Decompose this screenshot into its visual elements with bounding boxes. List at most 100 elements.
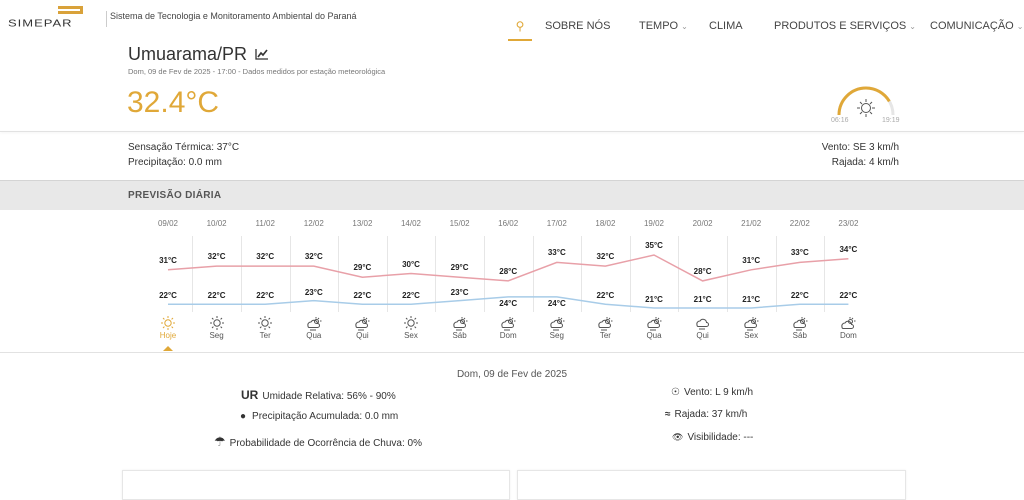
nav-clima[interactable]: CLIMA — [709, 20, 743, 32]
max-temp-label: 33°C — [790, 248, 809, 258]
min-temp-label: 22°C — [159, 291, 177, 301]
max-temp-label: 34°C — [839, 244, 858, 254]
sun-cloud-rain-icon — [305, 314, 323, 337]
max-temp-label: 32°C — [207, 252, 226, 262]
forecast-title: PREVISÃO DIÁRIA — [128, 190, 222, 201]
nav-sobre-nos[interactable]: SOBRE NÓS — [545, 20, 610, 32]
search-icon[interactable]: ⚲ — [508, 12, 532, 41]
card-left — [122, 470, 510, 500]
min-temp-label: 22°C — [596, 291, 615, 301]
min-temp-label: 24°C — [499, 298, 518, 308]
sun-cloud-rain-icon — [499, 314, 517, 337]
min-temp-label: 22°C — [402, 291, 420, 301]
column-divider — [338, 236, 340, 312]
date-label: 09/02 — [157, 219, 179, 228]
feels-like: Sensação Térmica: 37°C — [128, 142, 240, 153]
max-temp-label: 29°C — [353, 263, 372, 273]
date-label: 20/02 — [692, 219, 713, 228]
min-temp-label: 21°C — [742, 295, 761, 304]
sun-cloud-icon — [839, 314, 857, 337]
nav-label: SOBRE NÓS — [545, 20, 611, 32]
date-label: 19/02 — [643, 219, 665, 228]
day-label: Sáb — [792, 331, 807, 340]
sun-cloud-rain-icon — [451, 314, 469, 337]
city-title: Umuarama/PR — [128, 44, 269, 65]
column-divider — [581, 236, 583, 312]
sun-cloud-rain-icon — [353, 314, 371, 337]
forecast-section-bar — [0, 180, 1024, 210]
gust-row: ≈ Rajada: 37 km/h — [665, 409, 747, 420]
gust: Rajada: 4 km/h — [831, 157, 899, 168]
nav-produtos-servicos[interactable]: PRODUTOS E SERVIÇOS ⌄ — [774, 20, 916, 32]
sunset-time: 19:19 — [882, 117, 900, 124]
precipitation: Precipitação: 0.0 mm — [128, 157, 222, 168]
date-label: 11/02 — [255, 219, 275, 228]
day-label: Seg — [209, 331, 224, 340]
max-temp-label: 35°C — [645, 241, 663, 250]
ur-label: UR — [241, 388, 259, 402]
card-right — [517, 470, 906, 500]
max-temp-label: 28°C — [499, 266, 518, 276]
precip-row: ● Precipitação Acumulada: 0.0 mm — [240, 411, 398, 422]
wind-detail: Vento: L 9 km/h — [683, 387, 754, 398]
nav-comunicacao[interactable]: COMUNICAÇÃO ⌄ — [930, 20, 1023, 32]
logo-tagline: Sistema de Tecnologia e Monitoramento Am… — [106, 11, 357, 27]
column-divider — [435, 236, 437, 312]
max-temp-label: 32°C — [596, 252, 615, 262]
sun-icon — [159, 314, 177, 337]
cloud-rain-icon — [694, 314, 712, 337]
max-temp-label: 31°C — [742, 255, 761, 265]
current-temperature: 32.4°C — [127, 86, 220, 119]
wind-direction-icon: ☉ — [671, 387, 680, 398]
sun-icon — [256, 314, 274, 337]
visibility-row: 👁 Visibilidade: --- — [672, 432, 753, 443]
date-label: 15/02 — [449, 219, 470, 228]
max-temp-label: 32°C — [304, 252, 323, 262]
day-label: Sex — [404, 331, 418, 340]
date-label: 16/02 — [498, 219, 519, 228]
day-label: Ter — [259, 331, 271, 340]
rain-probability: Probabilidade de Ocorrência de Chuva: 0% — [229, 438, 422, 449]
sun-cloud-rain-icon — [742, 314, 760, 337]
chart-line-icon[interactable] — [255, 48, 269, 60]
date-label: 17/02 — [546, 219, 567, 228]
min-temp-label: 21°C — [645, 295, 663, 304]
min-temp-label: 22°C — [256, 291, 275, 301]
column-divider — [192, 236, 194, 312]
day-label: Qua — [646, 331, 662, 340]
selected-day-indicator — [163, 346, 173, 351]
day-label: Dom — [839, 331, 857, 340]
date-label: 18/02 — [595, 219, 616, 228]
sunrise-time: 06:16 — [831, 117, 849, 124]
day-label: Sáb — [452, 331, 467, 340]
column-divider — [386, 236, 388, 312]
humidity: Umidade Relativa: 56% - 90% — [262, 391, 396, 402]
sun-icon — [857, 99, 875, 117]
column-divider — [289, 236, 291, 312]
column-divider — [775, 236, 777, 312]
simepar-logo[interactable]: SIMEPAR — [8, 4, 103, 30]
date-label: 10/02 — [206, 219, 227, 228]
day-label: Hoje — [159, 331, 177, 340]
gust-detail: Rajada: 37 km/h — [674, 409, 748, 420]
day-label: Seg — [549, 331, 564, 340]
day-label: Dom — [499, 331, 517, 340]
max-temp-label: 28°C — [693, 266, 712, 276]
min-temp-label: 22°C — [839, 291, 858, 301]
min-temp-label: 24°C — [547, 298, 566, 308]
max-temp-label: 33°C — [547, 248, 566, 258]
max-temp-label: 31°C — [159, 255, 177, 265]
nav-tempo[interactable]: TEMPO ⌄ — [639, 20, 688, 32]
date-label: 13/02 — [352, 219, 373, 228]
max-temp-label: 29°C — [450, 263, 469, 273]
max-temp-label: 32°C — [256, 252, 275, 262]
max-temp-label: 30°C — [402, 259, 420, 269]
wind-row: ☉ Vento: L 9 km/h — [671, 387, 753, 398]
day-label: Qui — [696, 331, 709, 340]
date-label: 23/02 — [838, 219, 859, 228]
min-temp-label: 23°C — [450, 287, 469, 297]
min-temp-label: 23°C — [304, 287, 323, 297]
min-temp-label: 21°C — [693, 295, 712, 304]
nav-label: CLIMA — [709, 20, 743, 32]
min-temp-label: 22°C — [207, 291, 226, 301]
